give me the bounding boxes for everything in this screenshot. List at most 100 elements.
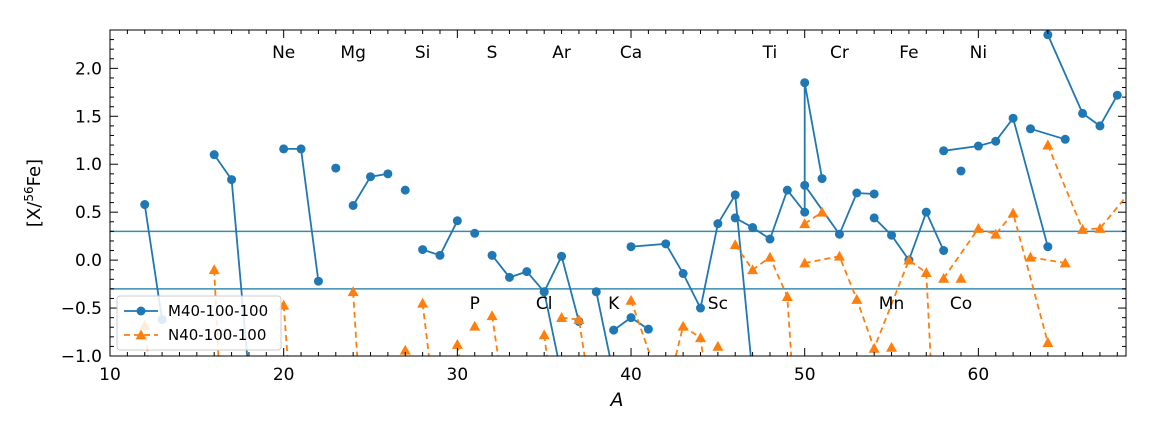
legend: M40-100-100 N40-100-100	[116, 295, 282, 351]
data-point-0-11-0	[609, 325, 619, 335]
y-tick-label-6: 2.0	[75, 59, 102, 79]
data-point-0-6-1	[435, 250, 445, 260]
data-point-1-10-0	[556, 312, 568, 323]
y-tick-label-1: −0.5	[61, 299, 102, 319]
series-line-0-18	[1030, 127, 1066, 141]
series-line-1-11	[630, 300, 652, 356]
data-point-0-14-2	[852, 188, 862, 198]
data-point-0-12-1	[661, 239, 671, 249]
element-label-Ti: Ti	[762, 43, 778, 63]
data-point-1-9-0	[538, 329, 550, 340]
data-point-0-13-6	[817, 174, 827, 184]
data-point-1-14-2	[764, 251, 776, 262]
element-label-Cr: Cr	[830, 43, 849, 63]
y-tick-label-0: −1.0	[61, 347, 102, 367]
element-label-S: S	[487, 43, 498, 63]
series-line-1-6	[456, 344, 461, 356]
series-line-0-19	[1046, 34, 1119, 128]
data-point-0-12-0	[626, 242, 636, 252]
data-point-0-4-0	[348, 200, 358, 210]
data-point-0-18-0	[1025, 124, 1035, 134]
legend-marker-1	[135, 329, 147, 340]
series-line-1-2	[282, 305, 289, 356]
element-label-Ne: Ne	[272, 43, 295, 63]
x-tick-label-20: 20	[273, 365, 295, 385]
data-point-1-18-4	[1042, 337, 1054, 347]
data-point-1-20-0	[1024, 251, 1036, 262]
element-label-K: K	[608, 294, 620, 314]
data-point-0-6-2	[452, 216, 462, 226]
data-point-0-15-4	[939, 246, 949, 256]
data-point-1-18-1	[972, 222, 984, 233]
data-point-0-16-4	[1043, 242, 1053, 252]
series-line-0-2	[283, 147, 320, 282]
element-label-Co: Co	[950, 294, 972, 314]
series-line-1-15	[804, 211, 823, 225]
data-point-0-3-0	[331, 163, 341, 173]
data-point-1-19-0	[955, 272, 967, 283]
y-tick-label-2: 0.0	[75, 251, 102, 271]
data-point-1-4-0	[399, 344, 411, 355]
data-point-1-16-1	[833, 250, 845, 261]
data-point-1-5-0	[417, 297, 429, 308]
x-tick-label-60: 60	[968, 365, 990, 385]
data-point-0-19-2	[1095, 121, 1105, 131]
element-label-Ni: Ni	[970, 43, 987, 63]
data-point-1-16-0	[799, 257, 811, 268]
element-label-Mn: Mn	[879, 294, 904, 314]
data-point-0-2-0	[279, 144, 289, 154]
data-point-1-21-1	[1077, 223, 1089, 234]
y-axis-label: [X/56Fe]	[22, 159, 45, 227]
data-point-0-15-1	[887, 230, 897, 240]
element-label-Cl: Cl	[536, 294, 553, 314]
series-N40-100-100	[139, 139, 1126, 356]
element-label-Fe: Fe	[899, 43, 918, 63]
series-line-1-16	[804, 255, 932, 356]
y-tick-label-4: 1.0	[75, 155, 102, 175]
legend-box	[116, 295, 282, 351]
element-label-Ar: Ar	[552, 43, 571, 63]
y-axis-label-tail: Fe]	[24, 159, 45, 186]
data-point-1-13-0	[712, 340, 724, 351]
x-tick-label-50: 50	[794, 365, 816, 385]
data-point-1-18-3	[1007, 207, 1019, 218]
series-line-1-20	[1030, 256, 1066, 264]
data-point-0-14-3	[869, 189, 879, 199]
data-point-0-4-2	[383, 169, 393, 179]
data-point-1-16-2	[851, 293, 863, 304]
data-point-1-16-3	[868, 342, 880, 353]
x-axis-label: A	[609, 389, 624, 411]
y-axis-label-sup: 56	[22, 186, 36, 201]
data-point-0-12-4	[713, 219, 723, 229]
data-point-1-16-5	[920, 267, 932, 277]
series-line-0-14	[803, 184, 875, 237]
legend-label-1: N40-100-100	[168, 326, 266, 344]
data-point-0-1-1	[227, 175, 237, 185]
x-tick-label-10: 10	[99, 365, 121, 385]
element-label-Ca: Ca	[620, 43, 642, 63]
data-point-1-12-1	[677, 320, 689, 331]
data-point-1-7-0	[469, 320, 481, 331]
data-point-1-10-1	[573, 314, 585, 324]
data-point-1-18-0	[938, 272, 950, 283]
data-point-0-7-0	[470, 228, 480, 238]
data-point-1-21-2	[1094, 222, 1106, 233]
data-point-0-17-0	[956, 166, 966, 176]
data-point-1-16-4	[903, 254, 915, 265]
data-point-0-8-0	[487, 250, 497, 260]
data-point-1-15-0	[799, 218, 811, 229]
data-point-0-19-1	[1078, 108, 1088, 118]
data-point-0-18-1	[1060, 134, 1070, 144]
data-point-0-8-4	[557, 251, 567, 261]
data-point-0-0-0	[140, 200, 150, 210]
data-point-0-14-1	[834, 229, 844, 239]
data-point-1-14-1	[747, 264, 759, 275]
data-point-0-13-1	[748, 223, 758, 233]
data-point-0-11-1	[626, 313, 636, 323]
y-tick-label-5: 1.5	[75, 107, 102, 127]
data-point-0-15-3	[921, 207, 931, 217]
data-point-1-3-0	[347, 286, 359, 297]
series-line-1-18	[942, 211, 1049, 343]
